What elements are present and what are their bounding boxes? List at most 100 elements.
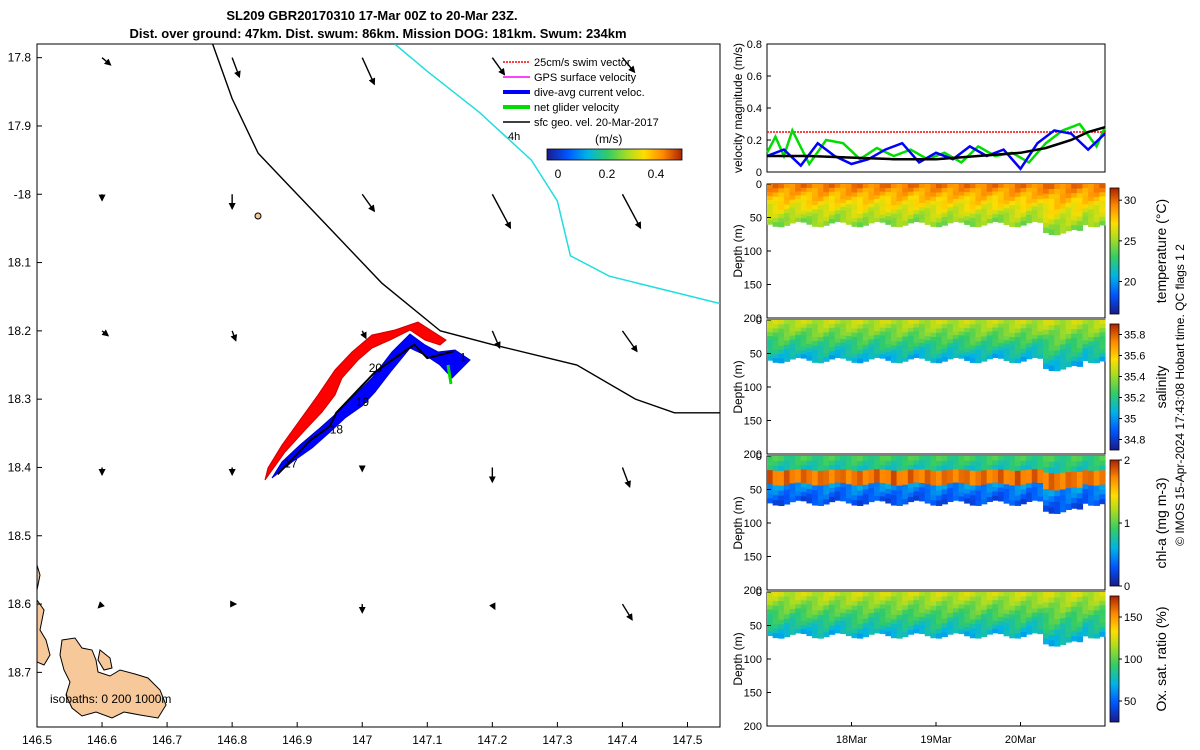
section-cell (952, 210, 960, 215)
section-cell (986, 625, 993, 631)
section-cell (969, 209, 977, 215)
section-cell (874, 620, 881, 626)
section-cell (964, 488, 971, 495)
section-ylabel: Depth (m) (731, 632, 745, 685)
section-cell (902, 328, 909, 333)
section-cell (981, 336, 988, 342)
section-cell (783, 475, 791, 481)
section-cell (840, 592, 847, 597)
section-cell (834, 604, 841, 609)
section-cell (857, 475, 864, 482)
section-cell (1065, 357, 1072, 363)
section-cell (828, 195, 836, 201)
section-cell (975, 192, 982, 198)
section-cell (902, 456, 909, 462)
section-cell (896, 354, 903, 359)
section-cell (823, 196, 830, 202)
section-cell (834, 187, 841, 193)
section-cell (800, 331, 808, 336)
section-cell (868, 625, 875, 631)
section-cell (840, 596, 847, 601)
section-cell (845, 488, 853, 495)
section-cell (1054, 214, 1061, 221)
section-cell (1065, 617, 1072, 623)
section-cell (981, 494, 988, 500)
section-cell (924, 324, 931, 329)
section-cell (1076, 324, 1084, 330)
section-cell (874, 612, 881, 618)
section-cell (767, 488, 774, 495)
section-cell (981, 489, 988, 495)
section-cell (817, 209, 824, 215)
section-cell (1014, 324, 1022, 330)
section-cell (806, 340, 813, 345)
section-cell (1014, 475, 1022, 482)
section-cell (958, 195, 965, 200)
section-cell (1054, 613, 1061, 620)
section-cell (941, 344, 948, 350)
section-cell (981, 632, 988, 637)
section-ylabel: Depth (m) (731, 496, 745, 549)
section-cell (1009, 460, 1016, 467)
section-cell (981, 499, 988, 505)
section-cell (992, 331, 999, 336)
section-cell (828, 474, 836, 480)
section-cell (919, 342, 926, 348)
section-cell (941, 627, 948, 633)
section-cell (1003, 356, 1010, 361)
section-cell (857, 332, 864, 338)
section-cell (924, 626, 931, 632)
section-cell (823, 200, 830, 206)
section-cell (1026, 215, 1033, 220)
section-cell (1043, 456, 1050, 463)
section-cell (772, 222, 779, 227)
section-cell (997, 456, 1005, 461)
section-cell (800, 596, 808, 601)
section-cell (845, 596, 853, 602)
section-cell (936, 485, 943, 492)
section-cell (806, 188, 813, 193)
section-cell (840, 327, 847, 332)
section-cell (936, 605, 943, 611)
section-cell (1009, 465, 1016, 472)
section-cell (896, 628, 903, 635)
section-cell (1043, 633, 1050, 640)
section-cell (941, 600, 948, 606)
section-cell (783, 208, 791, 214)
section-cell (772, 320, 779, 325)
section-cell (997, 184, 1005, 189)
section-cell (1082, 192, 1089, 197)
section-cell (1043, 339, 1050, 345)
section-cell (1020, 605, 1027, 611)
section-cell (969, 217, 977, 223)
section-y-tick-label: 200 (744, 721, 762, 733)
section-cell (795, 620, 802, 626)
section-cell (890, 332, 898, 338)
section-cell (919, 478, 926, 484)
section-cell (789, 355, 796, 360)
section-cell (997, 604, 1005, 610)
section-cell (986, 600, 993, 606)
section-cell (964, 474, 971, 481)
section-cell (890, 184, 898, 189)
section-cell (1065, 498, 1072, 505)
section-cell (964, 605, 971, 611)
section-cell (1026, 339, 1033, 344)
section-cell (924, 196, 931, 201)
section-cell (896, 460, 903, 467)
section-cell (1054, 204, 1061, 210)
section-cell (964, 356, 971, 361)
section-cell (879, 612, 886, 618)
section-cell (947, 339, 954, 344)
section-cell (896, 345, 903, 351)
section-cell (890, 485, 898, 491)
section-cell (981, 221, 988, 226)
section-cell (902, 605, 909, 611)
section-cell (795, 191, 802, 196)
section-cell (896, 188, 903, 194)
section-cell (986, 469, 993, 475)
section-cell (874, 342, 881, 347)
map-x-tick-label: 146.8 (217, 733, 247, 747)
section-cell (1020, 220, 1027, 226)
section-cell (789, 487, 796, 494)
